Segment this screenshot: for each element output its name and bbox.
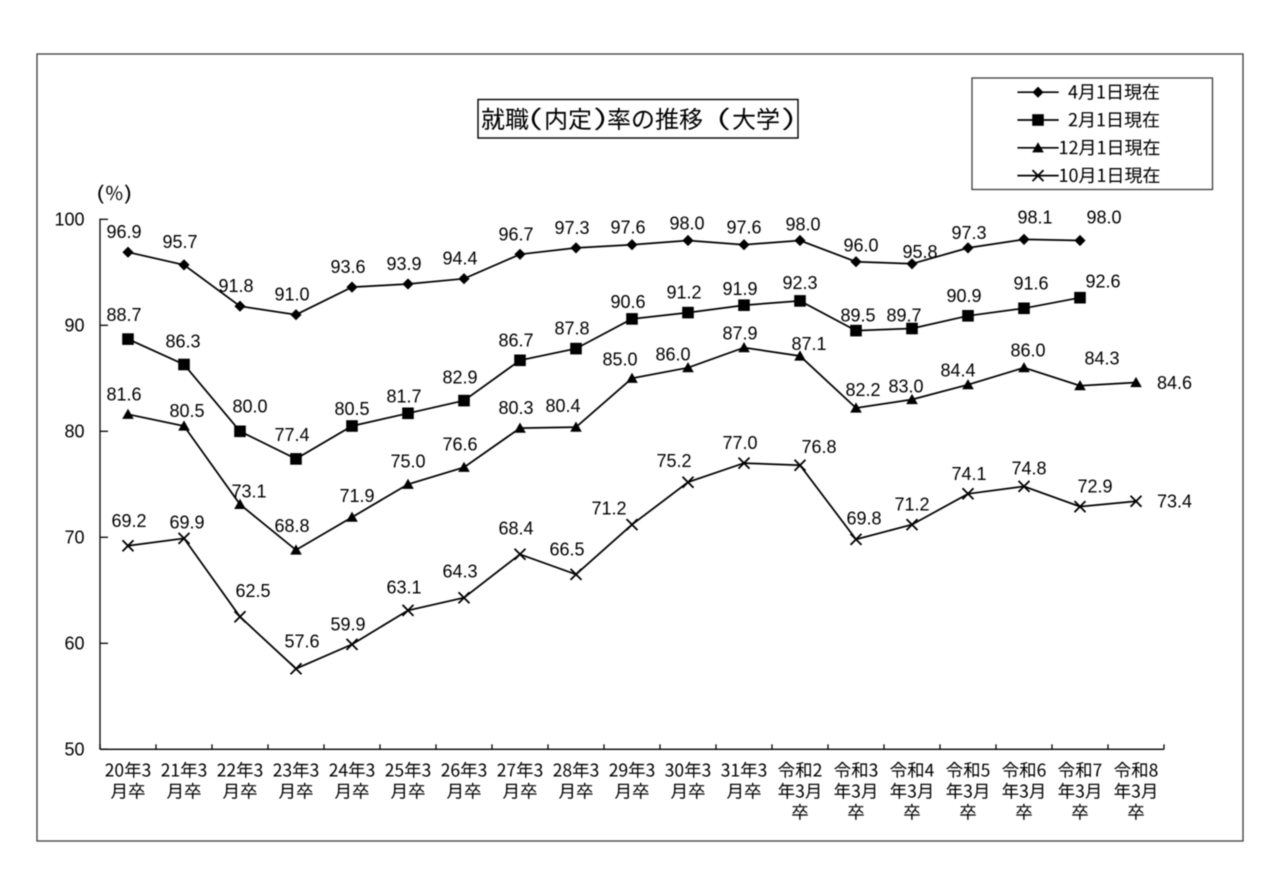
- svg-text:80.0: 80.0: [232, 396, 267, 416]
- svg-text:73.1: 73.1: [231, 481, 266, 501]
- svg-text:93.6: 93.6: [330, 257, 365, 277]
- svg-text:93.9: 93.9: [386, 254, 421, 274]
- svg-text:97.3: 97.3: [554, 218, 589, 238]
- svg-text:90.9: 90.9: [946, 286, 981, 306]
- svg-text:77.4: 77.4: [274, 425, 309, 445]
- svg-text:86.0: 86.0: [1010, 341, 1045, 361]
- svg-text:77.0: 77.0: [722, 433, 757, 453]
- svg-text:71.2: 71.2: [894, 495, 929, 515]
- svg-text:80.3: 80.3: [498, 398, 533, 418]
- svg-text:92.3: 92.3: [782, 273, 817, 293]
- svg-text:84.4: 84.4: [940, 361, 975, 381]
- svg-text:98.0: 98.0: [1086, 208, 1121, 228]
- svg-text:76.8: 76.8: [801, 437, 836, 457]
- svg-text:97.6: 97.6: [726, 218, 761, 238]
- svg-text:80.5: 80.5: [334, 399, 369, 419]
- svg-text:71.9: 71.9: [339, 486, 374, 506]
- svg-text:87.9: 87.9: [722, 324, 757, 344]
- svg-text:68.8: 68.8: [274, 516, 309, 536]
- svg-text:75.2: 75.2: [656, 451, 691, 471]
- svg-text:74.8: 74.8: [1011, 458, 1046, 478]
- svg-text:88.7: 88.7: [106, 305, 141, 325]
- svg-text:95.7: 95.7: [162, 232, 197, 252]
- svg-text:63.1: 63.1: [386, 577, 421, 597]
- svg-text:98.0: 98.0: [669, 214, 704, 234]
- svg-text:70: 70: [64, 528, 84, 548]
- svg-text:50: 50: [64, 740, 84, 760]
- svg-text:69.8: 69.8: [846, 508, 881, 528]
- svg-text:69.9: 69.9: [169, 512, 204, 532]
- svg-text:66.5: 66.5: [549, 539, 584, 559]
- svg-text:74.1: 74.1: [951, 464, 986, 484]
- svg-text:96.9: 96.9: [106, 222, 141, 242]
- svg-text:86.7: 86.7: [498, 330, 533, 350]
- svg-text:91.9: 91.9: [722, 279, 757, 299]
- svg-text:84.6: 84.6: [1157, 373, 1192, 393]
- svg-text:89.5: 89.5: [840, 306, 875, 326]
- svg-text:82.9: 82.9: [442, 368, 477, 388]
- svg-text:98.0: 98.0: [785, 215, 820, 235]
- svg-text:91.0: 91.0: [274, 285, 309, 305]
- svg-text:98.1: 98.1: [1017, 207, 1052, 227]
- svg-text:71.2: 71.2: [591, 499, 626, 519]
- svg-text:86.0: 86.0: [655, 345, 690, 365]
- svg-text:80: 80: [64, 422, 84, 442]
- svg-text:60: 60: [64, 634, 84, 654]
- svg-text:94.4: 94.4: [442, 249, 477, 269]
- svg-text:62.5: 62.5: [235, 581, 270, 601]
- svg-text:90.6: 90.6: [610, 292, 645, 312]
- svg-text:96.0: 96.0: [843, 236, 878, 256]
- svg-text:69.2: 69.2: [111, 511, 146, 531]
- svg-text:81.7: 81.7: [386, 386, 421, 406]
- svg-text:75.0: 75.0: [390, 451, 425, 471]
- svg-text:72.9: 72.9: [1077, 477, 1112, 497]
- svg-text:96.7: 96.7: [498, 224, 533, 244]
- svg-text:85.0: 85.0: [602, 349, 637, 369]
- svg-text:100: 100: [54, 210, 84, 230]
- svg-text:92.6: 92.6: [1085, 272, 1120, 292]
- svg-text:59.9: 59.9: [330, 614, 365, 634]
- svg-text:95.8: 95.8: [902, 242, 937, 262]
- svg-text:76.6: 76.6: [442, 434, 477, 454]
- svg-text:84.3: 84.3: [1084, 349, 1119, 369]
- svg-text:80.5: 80.5: [169, 401, 204, 421]
- svg-text:90: 90: [64, 316, 84, 336]
- svg-text:68.4: 68.4: [498, 518, 533, 538]
- svg-text:73.4: 73.4: [1157, 492, 1192, 512]
- svg-text:87.8: 87.8: [554, 319, 589, 339]
- svg-text:64.3: 64.3: [442, 562, 477, 582]
- svg-text:82.2: 82.2: [845, 380, 880, 400]
- svg-text:83.0: 83.0: [888, 377, 923, 397]
- svg-text:97.3: 97.3: [951, 223, 986, 243]
- svg-text:89.7: 89.7: [886, 306, 921, 326]
- svg-text:97.6: 97.6: [610, 218, 645, 238]
- svg-text:91.6: 91.6: [1013, 273, 1048, 293]
- svg-text:80.4: 80.4: [545, 396, 580, 416]
- svg-text:86.3: 86.3: [165, 332, 200, 352]
- svg-text:91.8: 91.8: [218, 276, 253, 296]
- svg-text:91.2: 91.2: [666, 283, 701, 303]
- svg-text:57.6: 57.6: [284, 632, 319, 652]
- svg-text:81.6: 81.6: [106, 384, 141, 404]
- svg-text:87.1: 87.1: [791, 334, 826, 354]
